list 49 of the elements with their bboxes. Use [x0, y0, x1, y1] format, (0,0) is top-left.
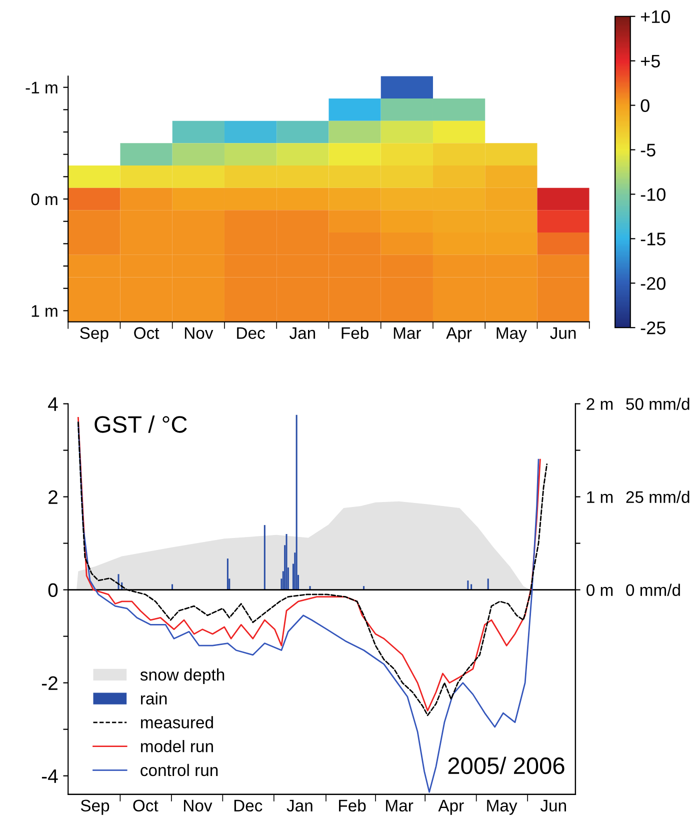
y3-tick-label: 50 mm/d [626, 398, 690, 410]
y-tick-label: -2 [42, 676, 58, 690]
legend-label: snow depth [140, 668, 224, 684]
x-tick-label: May [487, 800, 518, 815]
x-tick-label: Jan [286, 800, 312, 812]
color-bar-label: -20 [640, 277, 666, 290]
x-tick-label: Jun [550, 327, 576, 339]
y2-tick-label: 0 m [586, 584, 613, 596]
x-tick-label: Jun [540, 800, 566, 812]
x-tick-label: Sep [80, 800, 110, 815]
x-tick-label: Nov [184, 327, 214, 339]
color-bar-label: -25 [640, 322, 666, 334]
y-tick-label: 2 [48, 490, 58, 504]
color-bar-label: -10 [640, 188, 666, 201]
y-tick-label: 0 m [31, 193, 58, 206]
y2-tick-label: 2 m [586, 398, 613, 410]
legend-label: model run [141, 740, 213, 752]
x-tick-label: Feb [339, 799, 366, 812]
x-tick-label: Dec [237, 327, 265, 339]
x-tick-label: Apr [446, 327, 472, 342]
color-bar-label: +10 [640, 10, 670, 24]
legend-label: control run [140, 764, 218, 776]
color-bar-label: +5 [640, 54, 660, 68]
legend-label: measured [141, 716, 213, 728]
color-bar-label: -15 [640, 232, 666, 246]
x-tick-label: Mar [394, 327, 421, 339]
x-tick-label: Mar [386, 800, 414, 812]
y-tick-label: 4 [48, 397, 58, 411]
color-bar-label: -5 [640, 144, 656, 156]
y-tick-label: 0 [48, 583, 58, 598]
y-axis-title: GST / °C [94, 415, 187, 433]
legend-label: rain [141, 692, 167, 705]
x-tick-label: May [496, 327, 527, 342]
y3-tick-label: 25 mm/d [626, 490, 690, 503]
x-tick-label: Oct [134, 327, 160, 339]
x-tick-label: Apr [438, 800, 464, 815]
y2-tick-label: 1 m [587, 491, 613, 503]
x-tick-label: Sep [80, 327, 108, 342]
x-tick-label: Oct [133, 800, 158, 812]
annotation: 2005/ 2006 [448, 756, 564, 774]
x-tick-label: Feb [342, 326, 368, 339]
y-tick-label: -4 [42, 769, 58, 783]
x-tick-label: Nov [184, 800, 212, 812]
y-tick-label: 1 m [32, 305, 58, 317]
y3-tick-label: 0 mm/d [626, 584, 680, 596]
x-tick-label: Jan [290, 327, 316, 339]
x-tick-label: Dec [234, 800, 262, 812]
color-bar-label: 0 [640, 99, 650, 112]
y-tick-label: -1 m [26, 82, 58, 94]
